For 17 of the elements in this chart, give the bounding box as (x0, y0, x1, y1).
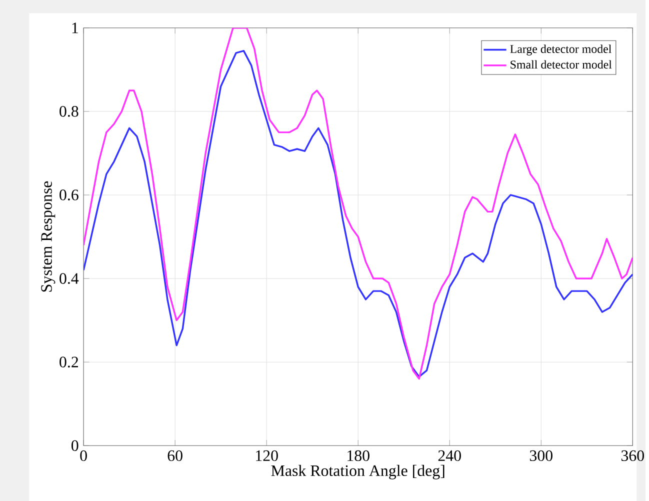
x-tick-label: 300 (530, 450, 552, 461)
x-tick-label: 120 (256, 450, 278, 461)
legend-label: Small detector model (510, 60, 612, 68)
y-tick-label: 0.2 (60, 356, 78, 368)
y-tick-label: 0.8 (60, 106, 78, 117)
y-tick-label: 1 (72, 22, 78, 33)
y-tick-label: 0.4 (60, 272, 79, 284)
y-tick-label: 0 (72, 440, 78, 451)
x-tick-label: 240 (438, 450, 461, 461)
x-tick-label: 180 (348, 450, 370, 461)
y-tick-label: 0.6 (60, 189, 78, 200)
x-tick-label: 0 (80, 450, 87, 461)
x-tick-label: 360 (621, 450, 644, 461)
y-axis-title: System Response (41, 181, 56, 292)
x-axis-title: Mask Rotation Angle [deg] (271, 464, 444, 480)
legend-label: Large detector model (510, 44, 612, 56)
x-tick-label: 60 (168, 450, 182, 461)
